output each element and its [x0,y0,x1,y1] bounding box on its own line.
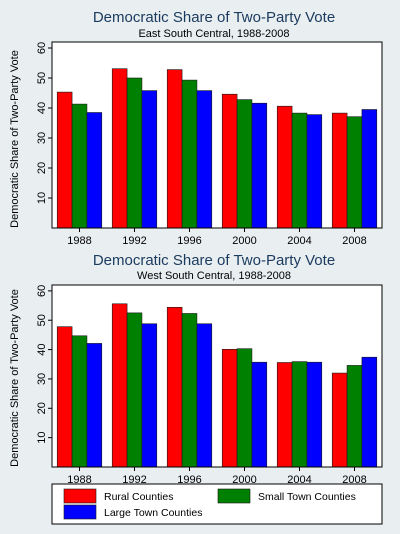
bar-small-town [126,77,143,229]
bar-rural [276,362,293,468]
bar-rural [331,112,348,229]
chart-title: Democratic Share of Two-Party Vote [93,9,335,26]
bar-large-town [141,323,158,468]
y-tick-label: 10 [36,192,48,204]
x-tick-label: 1992 [122,474,146,486]
bar-small-town [71,335,88,468]
y-tick-label: 40 [36,343,48,355]
chart-title: Democratic Share of Two-Party Vote [93,252,335,269]
x-tick-label: 2000 [232,235,256,247]
bar-large-town [86,112,103,229]
bar-rural [221,348,238,468]
bar-small-town [71,103,88,229]
plot-frame [51,41,383,229]
y-tick-label: 10 [36,432,48,444]
bar-rural [331,372,348,468]
chart-west-south-central: Democratic Share of Two-Party Vote West … [9,252,383,486]
bar-small-town [181,313,198,468]
y-axis-label: Democratic Share of Two-Party Vote [9,50,21,228]
y-tick-label: 50 [36,314,48,326]
y-tick-label: 40 [36,102,48,114]
y-tick-label: 60 [36,285,48,297]
plot-elements: 10 20 30 40 50 60 1988 1992 1996 2000 2004 2008 [36,285,378,486]
x-tick-label: 2004 [287,235,311,247]
y-tick-label: 20 [36,402,48,414]
legend-label-rural: Rural Counties [104,491,173,503]
plot-area [52,285,382,467]
bar-large-town [196,90,213,229]
plot-frame [51,284,383,468]
legend-swatch-small-town [217,488,251,504]
bar-large-town [361,356,378,468]
x-tick-label: 1992 [122,235,146,247]
y-tick-label: 30 [36,373,48,385]
bar-large-town [141,90,158,229]
bar-rural [56,91,73,229]
x-tick-label: 2008 [342,235,366,247]
legend: Rural Counties Small Town Counties Large… [51,483,383,525]
legend-label-large-town: Large Town Counties [104,507,202,519]
legend-box [51,483,383,525]
bar-small-town [346,365,363,468]
bar-rural [221,93,238,229]
bar-small-town [236,348,253,468]
bar-rural [166,307,183,468]
bar-rural [166,69,183,229]
chart-east-south-central: Democratic Share of Two-Party Vote East … [9,9,383,247]
plot-elements: 10 20 30 40 50 60 1988 1992 1996 2000 2004 2008 [36,42,378,247]
bar-large-town [251,361,268,468]
y-tick-label: 20 [36,162,48,174]
x-tick-label: 2000 [232,474,256,486]
bar-large-town [306,114,323,229]
plot-area [52,42,382,228]
bar-small-town [346,116,363,229]
bar-rural [56,326,73,468]
y-axis-label: Democratic Share of Two-Party Vote [9,289,21,467]
x-tick-label: 1988 [67,235,91,247]
x-tick-label: 1996 [177,474,201,486]
y-tick-label: 50 [36,72,48,84]
x-tick-label: 1996 [177,235,201,247]
bar-large-town [86,343,103,468]
x-tick-label: 2008 [342,474,366,486]
bar-large-town [196,323,213,468]
bar-large-town [306,361,323,468]
legend-swatch-rural [63,488,97,504]
x-tick-label: 2004 [287,474,311,486]
bar-large-town [251,102,268,229]
y-tick-label: 60 [36,42,48,54]
bar-small-town [236,99,253,229]
bar-small-town [181,79,198,229]
bar-small-town [126,312,143,468]
bar-large-town [361,109,378,229]
legend-swatch-large-town [63,504,97,520]
chart-subtitle: East South Central, 1988-2008 [138,28,289,40]
legend-label-small-town: Small Town Counties [258,491,356,503]
bar-small-town [291,361,308,468]
x-tick-label: 1988 [67,474,91,486]
bar-rural [276,105,293,229]
bar-rural [111,68,128,229]
bar-rural [111,303,128,468]
y-tick-label: 30 [36,132,48,144]
bar-small-town [291,112,308,229]
chart-subtitle: West South Central, 1988-2008 [137,270,291,282]
